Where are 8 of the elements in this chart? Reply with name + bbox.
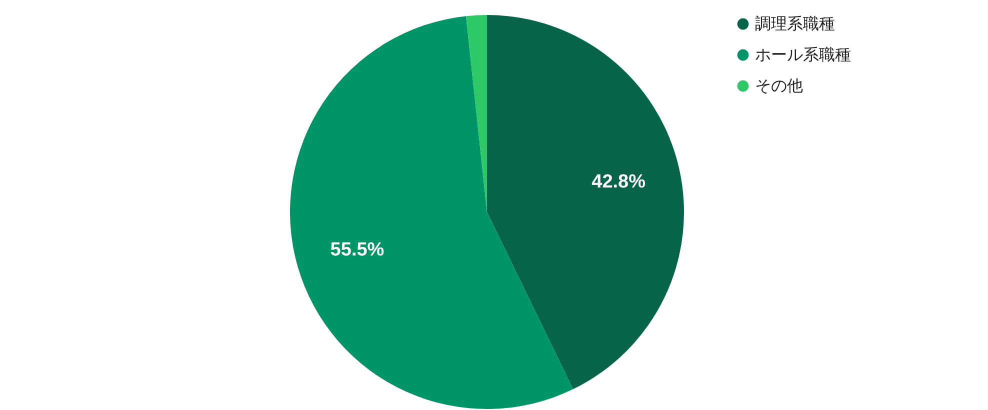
legend-label: ホール系職種 bbox=[755, 45, 851, 64]
pie-slice bbox=[466, 15, 487, 212]
data-label: 55.5% bbox=[330, 239, 384, 260]
legend-label: その他 bbox=[755, 76, 803, 95]
pie-slice bbox=[487, 15, 684, 390]
data-label: 42.8% bbox=[592, 172, 646, 193]
pie-slice bbox=[290, 16, 574, 409]
legend-label: 調理系職種 bbox=[755, 14, 835, 33]
